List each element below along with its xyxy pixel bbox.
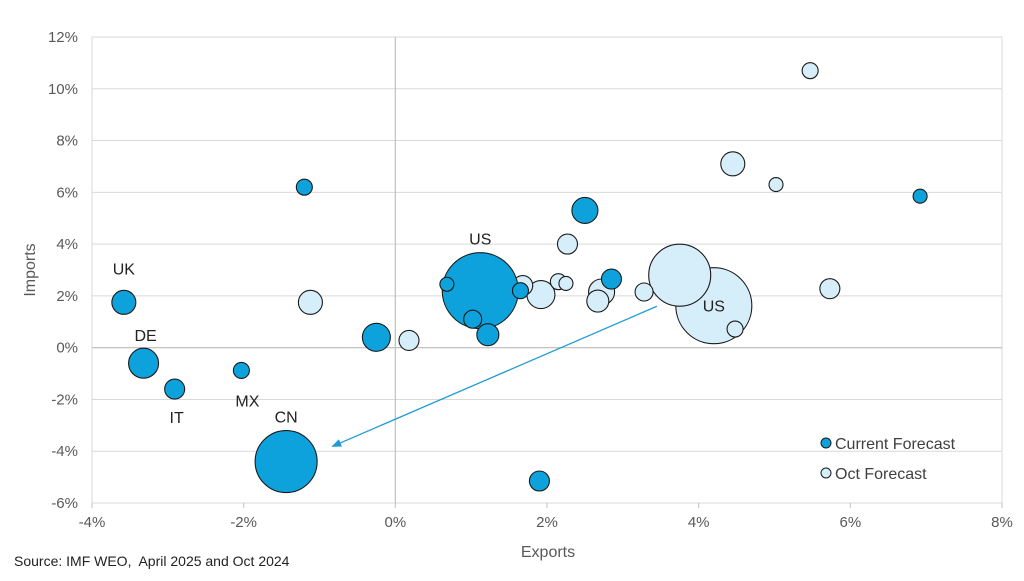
plot-area (91, 36, 1003, 504)
oct-forecast-bubble (634, 282, 654, 302)
x-axis-label: Exports (521, 544, 575, 561)
y-tick-label: 8% (56, 133, 78, 150)
current-forecast-series (111, 178, 928, 494)
current-forecast-bubble (295, 178, 313, 196)
oct-forecast-bubble (726, 320, 744, 338)
zero-axes (92, 37, 1002, 503)
x-tick-label: 6% (839, 514, 861, 531)
y-tick-label: 10% (48, 81, 78, 98)
y-tick-label: 12% (48, 29, 78, 46)
legend-oct-marker (820, 467, 832, 479)
legend-current-label: Current Forecast (835, 436, 956, 453)
current-forecast-bubble (600, 268, 623, 290)
point-label-us: US (703, 299, 725, 316)
x-tick-label: 0% (384, 514, 406, 531)
y-tick-label: 0% (56, 340, 78, 357)
oct-forecast-series (297, 62, 841, 351)
current-forecast-bubble (111, 289, 137, 315)
oct-forecast-bubble (819, 278, 841, 300)
x-tick-label: -2% (230, 514, 257, 531)
y-tick-label: 4% (56, 236, 78, 253)
current-forecast-bubble (164, 378, 186, 400)
oct-forecast-bubble (801, 62, 819, 80)
x-tick-label: 8% (991, 514, 1013, 531)
legend-current-marker (820, 437, 832, 449)
x-tick-label: 2% (536, 514, 558, 531)
y-tick-label: -6% (51, 495, 78, 512)
tick-labels: -6%-4%-2%0%2%4%6%8%10%12%-4% -2% 0% 2% 4% 6% 8… (48, 29, 1013, 531)
y-tick-label: -2% (51, 391, 78, 408)
current-forecast-bubble (254, 430, 318, 494)
point-label-mx: MX (235, 393, 259, 410)
oct-forecast-bubble (297, 289, 323, 315)
current-forecast-bubble (476, 323, 500, 347)
x-tick-label: -4% (79, 514, 106, 531)
point-label-de: DE (134, 328, 156, 345)
source-note: Source: IMF WEO, April 2025 and Oct 2024 (14, 553, 290, 569)
current-forecast-bubble (912, 188, 928, 204)
current-forecast-bubble (511, 282, 530, 300)
current-forecast-bubble (232, 361, 250, 379)
oct-forecast-bubble (648, 243, 712, 307)
point-label-it: IT (170, 410, 184, 427)
y-tick-label: 2% (56, 288, 78, 305)
annotation-arrow (331, 305, 658, 447)
point-label-us: US (469, 232, 491, 249)
legend-oct-label: Oct Forecast (835, 466, 927, 483)
y-tick-label: -4% (51, 443, 78, 460)
legend: Current Forecast Oct Forecast (820, 436, 956, 483)
oct-forecast-bubble (720, 151, 746, 177)
current-forecast-bubble (463, 309, 483, 329)
y-tick-label: 6% (56, 184, 78, 201)
oct-forecast-bubble (768, 177, 784, 193)
point-label-uk: UK (113, 261, 136, 278)
point-labels: UK DE IT MX CN US US (113, 232, 725, 427)
y-axis-label: Imports (22, 243, 39, 296)
oct-forecast-bubble (558, 275, 574, 292)
x-tick-label: 4% (688, 514, 710, 531)
current-forecast-bubble (439, 276, 455, 292)
oct-forecast-bubble (556, 233, 579, 255)
current-forecast-bubble (361, 322, 391, 352)
oct-forecast-bubble (586, 289, 610, 313)
current-forecast-bubble (528, 470, 550, 492)
arrow-annotation (331, 305, 658, 447)
current-forecast-bubble (571, 196, 599, 225)
point-label-cn: CN (275, 410, 298, 427)
oct-forecast-bubble (398, 329, 420, 351)
current-forecast-bubble (128, 347, 160, 379)
